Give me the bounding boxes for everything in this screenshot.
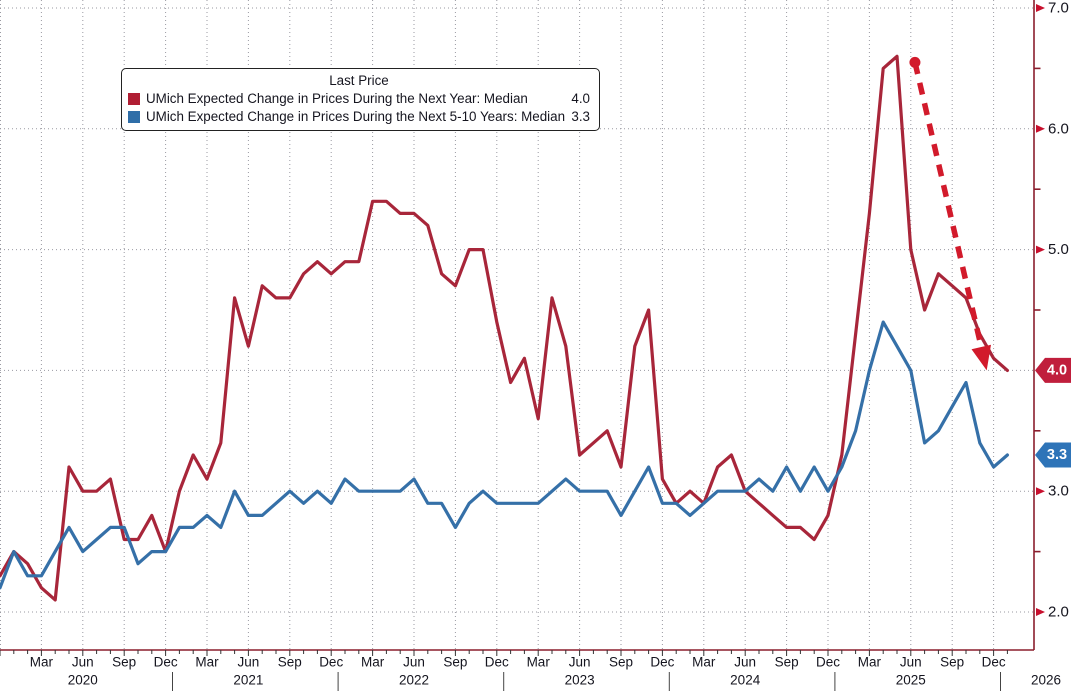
month-label: Sep [775, 655, 799, 670]
last-price-badge-label: 3.3 [1047, 447, 1067, 463]
year-label: 2025 [896, 673, 926, 688]
blue-series-swatch [128, 110, 140, 123]
month-label: Jun [238, 655, 260, 670]
legend-row-5-10-years: UMich Expected Change in Prices During t… [128, 108, 590, 125]
legend: Last Price UMich Expected Change in Pric… [121, 68, 600, 132]
last-price-badge [1035, 442, 1071, 468]
red-series-value: 4.0 [571, 91, 590, 107]
month-label: Mar [527, 655, 551, 670]
month-label: Mar [858, 655, 882, 670]
arrow-dashed-line [912, 61, 984, 346]
year-label: 2020 [68, 673, 98, 688]
y-tick-label: 3.0 [1048, 483, 1069, 500]
y-tick-label: 7.0 [1048, 0, 1069, 17]
month-label: Sep [609, 655, 633, 670]
five-to-ten-year-median-line [0, 320, 1010, 590]
month-label: Dec [485, 655, 509, 670]
legend-title: Last Price [329, 73, 389, 88]
month-label: Dec [319, 655, 343, 670]
month-label: Mar [195, 655, 219, 670]
y-axis: 7.0 6.0 5.0 3.0 2.0 [1033, 0, 1069, 650]
y-tick-label: 2.0 [1048, 604, 1069, 621]
month-label: Sep [443, 655, 467, 670]
red-series-swatch [128, 93, 140, 106]
month-label: Mar [692, 655, 716, 670]
month-label: Jun [403, 655, 425, 670]
year-label: 2021 [233, 673, 263, 688]
y-tick-label: 6.0 [1048, 120, 1069, 137]
data-series [0, 54, 1010, 602]
y-tick-arrow [1036, 608, 1045, 616]
month-label: Dec [650, 655, 674, 670]
month-label: Jun [734, 655, 756, 670]
month-label: Sep [940, 655, 964, 670]
y-tick-arrow [1036, 124, 1045, 133]
blue-series-label: UMich Expected Change in Prices During t… [146, 108, 566, 124]
month-label: Dec [154, 655, 178, 670]
year-label: 2024 [730, 673, 761, 688]
year-label: 2023 [565, 673, 595, 688]
legend-row-next-year: UMich Expected Change in Prices During t… [128, 90, 590, 107]
arrowhead [971, 344, 991, 371]
trend-arrow-annotation [909, 56, 991, 371]
month-label: Jun [900, 655, 922, 670]
year-label: 2022 [399, 673, 429, 688]
y-tick-arrow [1036, 4, 1045, 12]
month-label: Dec [982, 655, 1006, 670]
last-price-badge-label: 4.0 [1047, 362, 1067, 378]
x-axis: Mar Jun Sep Dec Mar Jun Sep Dec Mar Jun Sep Dec Mar J… [0, 649, 1061, 691]
last-price-badge [1035, 357, 1071, 383]
month-label: Jun [569, 655, 591, 670]
month-label: Mar [30, 655, 54, 670]
y-tick-label: 5.0 [1048, 241, 1069, 258]
month-label: Jun [72, 655, 94, 670]
month-label: Sep [278, 655, 302, 670]
month-label: Sep [112, 655, 136, 670]
blue-series-value: 3.3 [571, 108, 590, 124]
next-year-median-line [0, 54, 1010, 602]
month-label: Dec [816, 655, 840, 670]
red-series-label: UMich Expected Change in Prices During t… [146, 91, 528, 107]
year-label-2026: 2026 [1031, 673, 1061, 688]
y-tick-arrow [1036, 487, 1045, 496]
price-badges: 4.0 3.3 [1035, 357, 1071, 468]
y-tick-arrow [1036, 245, 1045, 254]
month-label: Mar [361, 655, 385, 670]
